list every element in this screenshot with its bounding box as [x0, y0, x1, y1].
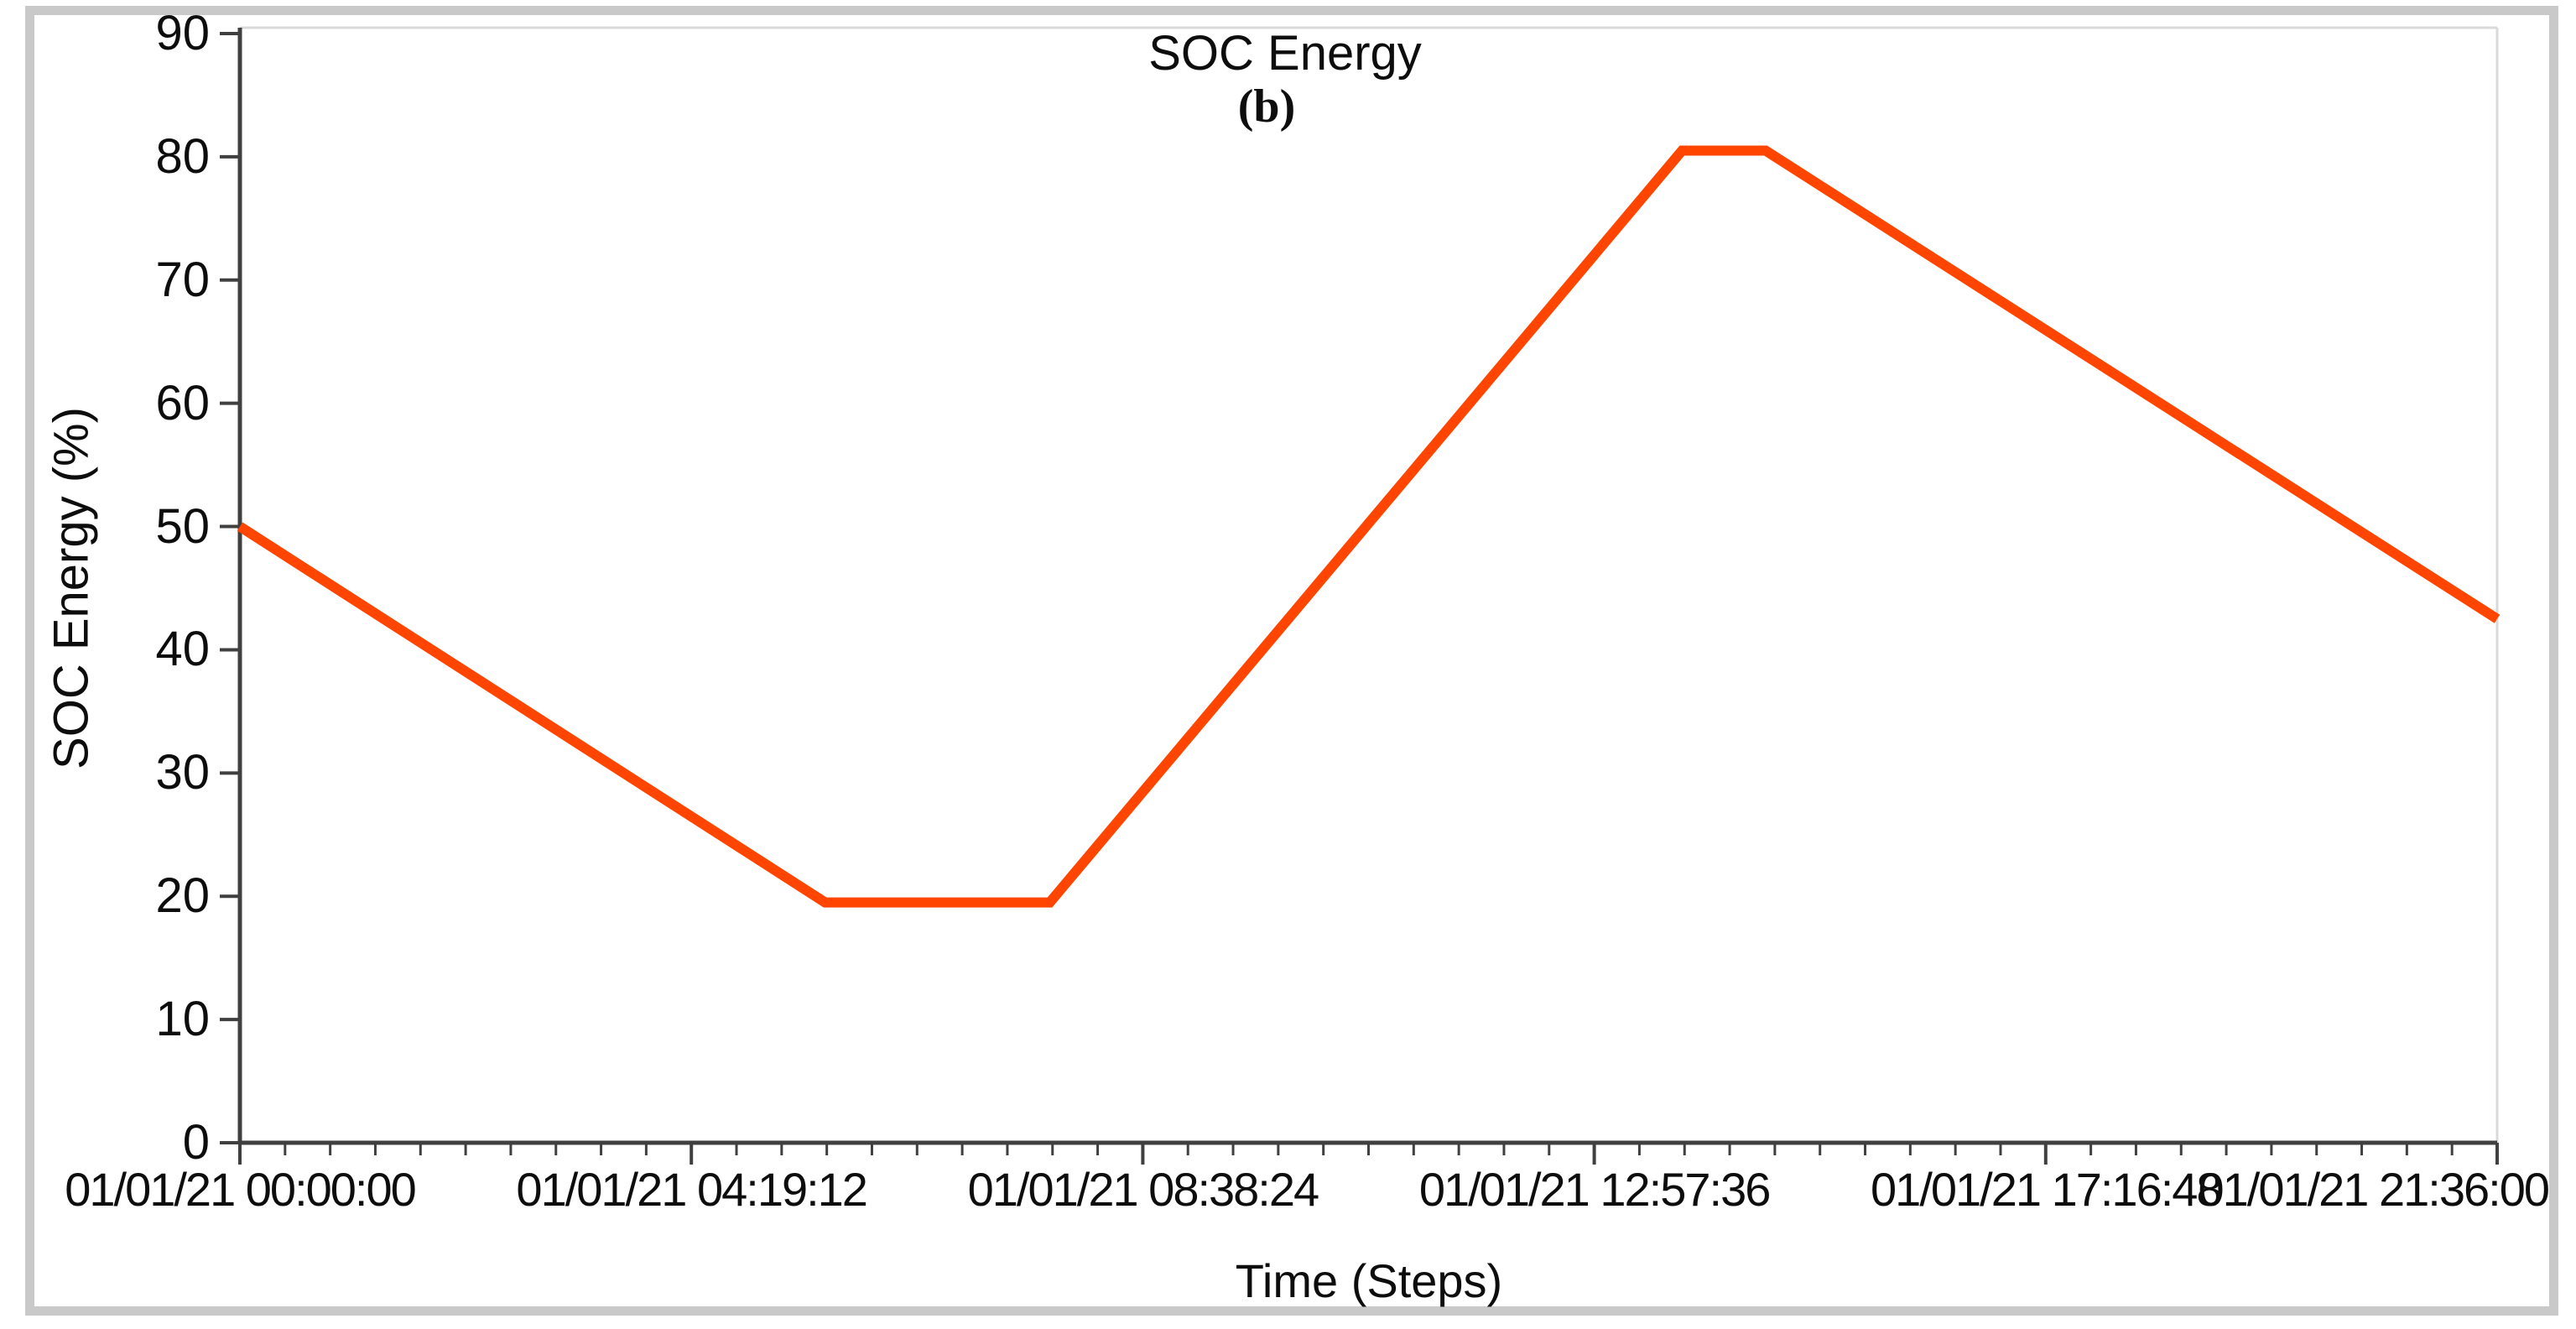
y-tick-label: 90	[155, 6, 210, 60]
x-tick-label: 01/01/21 04:19:12	[516, 1163, 868, 1216]
y-tick-label: 10	[155, 992, 210, 1047]
chart-title: SOC Energy	[1148, 26, 1422, 81]
y-tick-label: 50	[155, 498, 210, 554]
chart-subtitle: (b)	[1237, 81, 1296, 133]
soc-energy-line	[237, 145, 2501, 908]
x-tick-label: 01/01/21 17:16:48	[1871, 1163, 2223, 1216]
x-tick-label: 01/01/21 21:36:00	[2198, 1163, 2550, 1216]
y-tick-label: 60	[155, 375, 210, 430]
y-tick-label: 70	[155, 252, 210, 307]
y-tick-label: 30	[155, 745, 210, 800]
x-tick-label: 01/01/21 08:38:24	[967, 1163, 1320, 1216]
y-tick-label: 20	[155, 868, 210, 924]
y-tick-label: 0	[182, 1115, 210, 1170]
y-tick-label: 80	[155, 128, 210, 184]
y-axis-title: SOC Energy (%)	[44, 407, 99, 769]
x-tick-label: 01/01/21 12:57:36	[1418, 1163, 1772, 1216]
x-tick-label: 01/01/21 00:00:00	[65, 1163, 417, 1216]
y-tick-label: 40	[155, 622, 210, 677]
x-axis-title: Time (Steps)	[1235, 1254, 1503, 1307]
